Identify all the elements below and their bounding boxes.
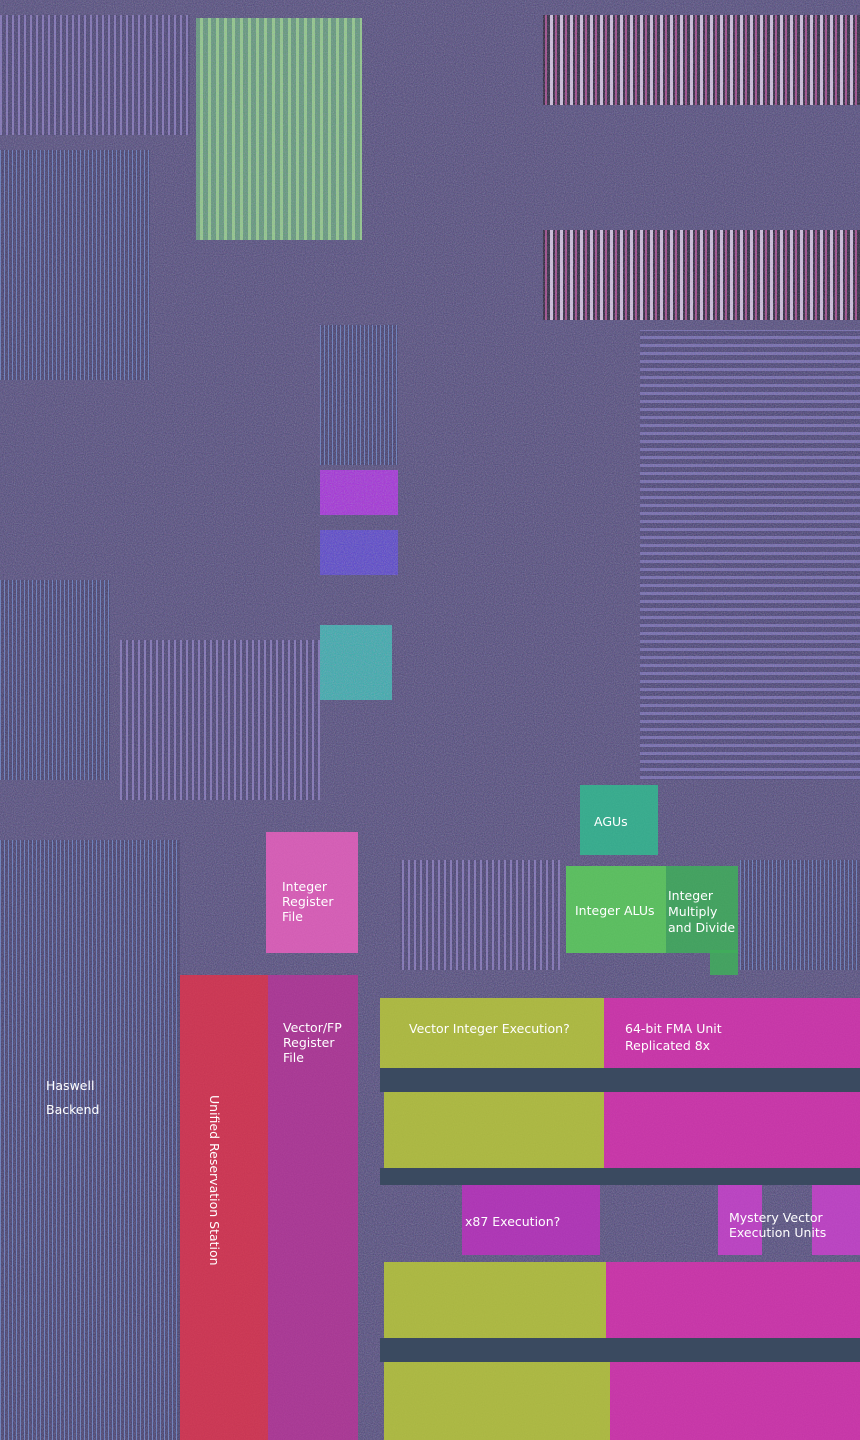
region-highlight — [384, 1262, 606, 1338]
region-label: Integer Register File — [282, 879, 334, 924]
region-label-line: and Divide — [668, 920, 735, 935]
region-label: 64-bit FMA Unit Replicated 8x — [625, 1021, 722, 1053]
region-label-vertical: Unified Reservation Station — [207, 1095, 222, 1266]
region-highlight — [610, 1362, 860, 1440]
region-highlight — [666, 866, 738, 953]
region-label-line: AGUs — [594, 814, 628, 829]
region-highlight — [580, 785, 658, 855]
region-label-line: Integer — [282, 879, 328, 894]
region-label-line: File — [282, 909, 303, 924]
region-highlight — [566, 866, 666, 953]
region-label-line: File — [283, 1050, 304, 1065]
region-highlight — [604, 1092, 860, 1168]
region-label: x87 Execution? — [465, 1214, 560, 1229]
region-label-line: Integer ALUs — [575, 903, 655, 918]
region-label: Mystery Vector Execution Units — [729, 1210, 826, 1240]
region-label-line: x87 Execution? — [465, 1214, 560, 1229]
region-label-line: 64-bit FMA Unit — [625, 1021, 722, 1036]
region-label: Integer Multiply and Divide — [668, 888, 735, 935]
region-label-line: Execution Units — [729, 1225, 826, 1240]
region-label-vertical-line: Unified Reservation Station — [207, 1095, 222, 1266]
region-label: Integer ALUs — [575, 903, 655, 918]
region-label: Vector/FP Register File — [283, 1020, 342, 1065]
region-label-line: Mystery Vector — [729, 1210, 823, 1225]
region-label-line: Register — [282, 894, 334, 909]
region-label-line: Multiply — [668, 904, 718, 919]
region-label-line: Vector Integer Execution? — [409, 1021, 570, 1036]
region-highlight — [380, 998, 604, 1068]
region-highlight — [718, 1185, 762, 1255]
region-label-line: Vector/FP — [283, 1020, 342, 1035]
region-highlight — [812, 1185, 860, 1255]
backend-title-line: Backend — [46, 1102, 99, 1117]
region-highlight — [180, 975, 268, 1440]
region-label-line: Replicated 8x — [625, 1038, 710, 1053]
region-highlight — [710, 950, 738, 975]
region-highlight — [604, 998, 860, 1068]
region-label: Vector Integer Execution? — [409, 1021, 570, 1036]
region-label: AGUs — [594, 814, 628, 829]
region-highlight — [384, 1362, 610, 1440]
region-highlight — [268, 975, 358, 1440]
backend-title: Haswell Backend — [46, 1078, 99, 1117]
backend-title-line: Haswell — [46, 1078, 94, 1093]
region-highlight — [384, 1092, 604, 1168]
region-highlight — [462, 1185, 600, 1255]
region-label-line: Register — [283, 1035, 335, 1050]
region-highlight — [266, 832, 358, 953]
region-highlight — [606, 1262, 860, 1338]
region-label-line: Integer — [668, 888, 714, 903]
